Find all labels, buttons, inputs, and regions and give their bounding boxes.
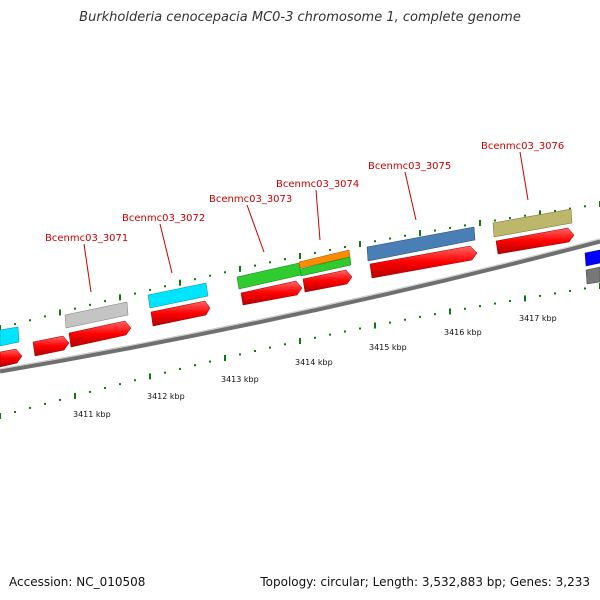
feature-cyan-left[interactable]	[0, 326, 20, 347]
feature-khaki[interactable]	[492, 208, 573, 238]
cds-arrow[interactable]	[495, 227, 575, 255]
upper-tick-track	[0, 201, 600, 331]
gene-label[interactable]: Bcenmc03_3076	[481, 141, 564, 152]
genome-backbone	[0, 238, 600, 374]
cds-arrow[interactable]	[32, 335, 70, 357]
map-title: Burkholderia cenocepacia MC0-3 chromosom…	[79, 10, 521, 25]
feature-track	[0, 208, 600, 347]
cds-track	[0, 227, 575, 368]
feature-gray[interactable]	[64, 301, 129, 329]
cds-arrow[interactable]	[150, 300, 211, 327]
ruler-label: 3416 kbp	[444, 328, 482, 337]
gene-label[interactable]: Bcenmc03_3073	[209, 194, 292, 205]
ruler-tick-track	[0, 283, 600, 419]
ruler-label: 3411 kbp	[73, 410, 111, 419]
feature-blue-edge[interactable]	[584, 249, 600, 267]
cds-arrow[interactable]	[369, 245, 478, 279]
ruler-label: 3413 kbp	[221, 375, 259, 384]
gene-label[interactable]: Bcenmc03_3072	[122, 213, 205, 224]
cds-arrow[interactable]	[302, 269, 353, 293]
ruler-label: 3414 kbp	[295, 358, 333, 367]
gene-labels: Bcenmc03_3071 Bcenmc03_3072 Bcenmc03_307…	[45, 141, 564, 244]
ruler-label: 3412 kbp	[147, 392, 185, 401]
cds-arrow[interactable]	[240, 280, 303, 306]
ruler-label: 3417 kbp	[519, 314, 557, 323]
gene-label[interactable]: Bcenmc03_3075	[368, 161, 451, 172]
feature-green-small[interactable]	[299, 256, 352, 277]
feature-steelblue[interactable]	[366, 226, 476, 262]
label-leaders	[83, 151, 529, 293]
genome-summary-text: Topology: circular; Length: 3,532,883 bp…	[260, 575, 590, 589]
gene-label[interactable]: Bcenmc03_3074	[276, 179, 359, 190]
accession-text: Accession: NC_010508	[9, 575, 146, 589]
cds-arrow[interactable]	[68, 320, 132, 348]
ruler-labels: 3411 kbp 3412 kbp 3413 kbp 3414 kbp 3415…	[73, 314, 557, 419]
cds-arrow[interactable]	[0, 348, 23, 368]
ruler-label: 3415 kbp	[369, 343, 407, 352]
gene-label[interactable]: Bcenmc03_3071	[45, 233, 128, 244]
feature-gray-edge[interactable]	[585, 266, 600, 285]
feature-cyan[interactable]	[147, 282, 209, 309]
